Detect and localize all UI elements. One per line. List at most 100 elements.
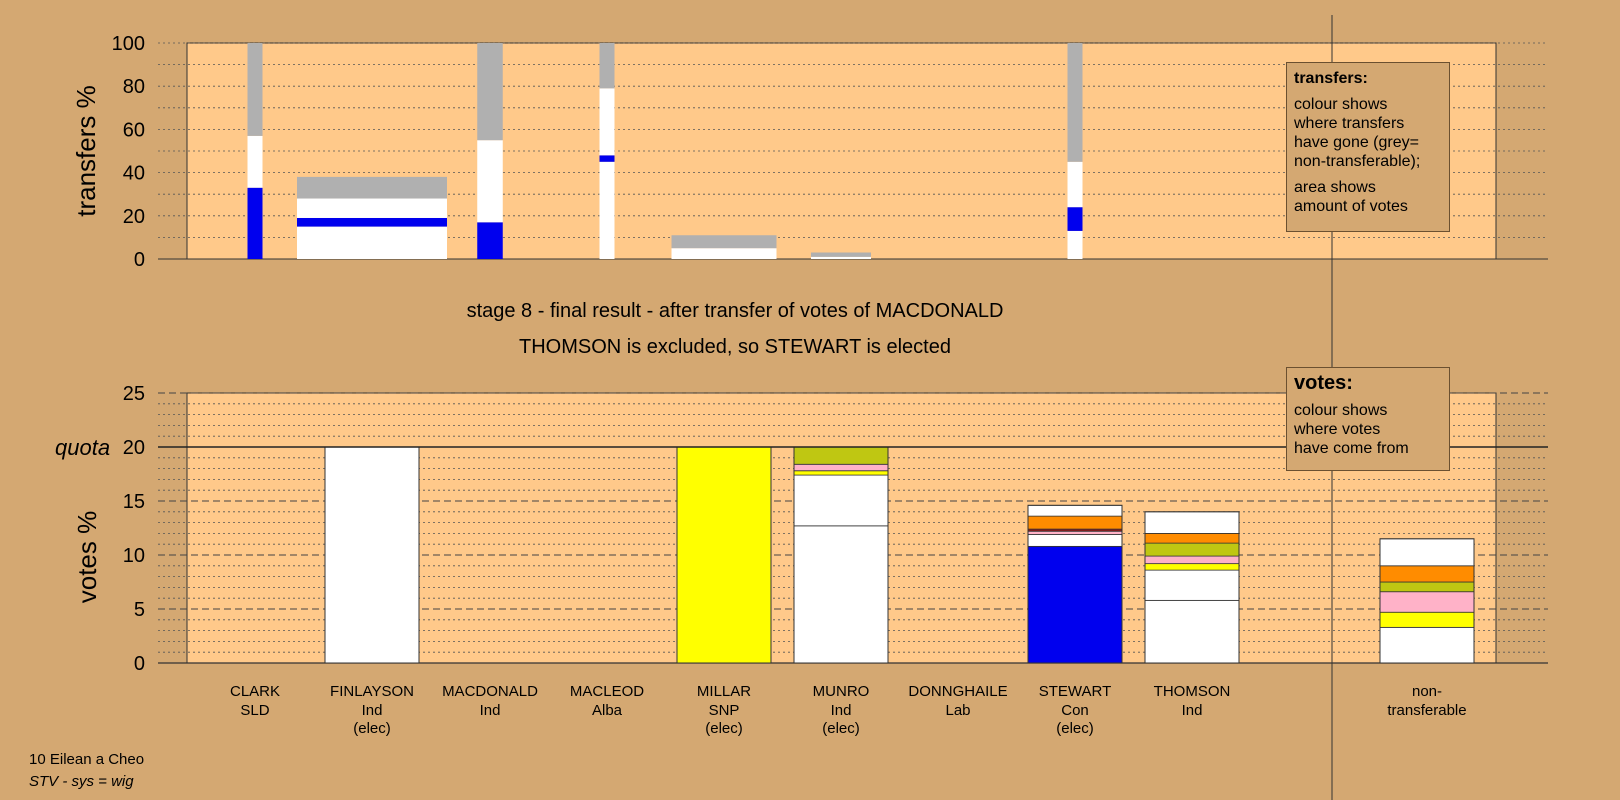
candidate-name: FINLAYSON: [330, 683, 414, 700]
candidate-name: THOMSON: [1154, 683, 1231, 700]
vote-segment-stewart: [1027, 515, 1123, 530]
transfer-segment-macdonald: [477, 140, 503, 223]
candidate-party: Ind: [1182, 702, 1203, 719]
transfer-segment-clark: [247, 187, 263, 259]
votes-legend-line: have come from: [1294, 440, 1409, 457]
transfers-y-tick-label: 60: [123, 119, 145, 141]
vote-segment-non-transferable: [1379, 538, 1475, 567]
transfers-y-axis-label: transfers %: [71, 85, 101, 217]
candidate-party: Ind: [362, 702, 383, 719]
transfer-segment-macdonald: [477, 43, 503, 141]
candidate-name: MUNRO: [813, 683, 870, 700]
vote-segment-munro: [793, 446, 889, 465]
transfer-segment-stewart: [1067, 43, 1083, 162]
vote-segment-finlayson: [324, 446, 420, 664]
candidate-party: transferable: [1387, 702, 1466, 719]
transfer-segment-macleod: [599, 161, 615, 259]
votes-legend-box: votes: colour shows where votes have com…: [1286, 367, 1450, 471]
candidate-party: Lab: [945, 702, 970, 719]
vote-segment-thomson: [1144, 563, 1240, 571]
system-label: STV - sys = wig: [29, 773, 134, 790]
candidate-name: non-: [1412, 683, 1442, 700]
transfer-segment-finlayson: [297, 198, 447, 218]
quota-label: quota: [55, 435, 110, 460]
candidate-name: MILLAR: [697, 683, 751, 700]
transfer-segment-clark: [247, 135, 263, 188]
vote-segment-thomson: [1144, 555, 1240, 565]
transfer-segment-munro: [811, 256, 871, 259]
transfer-segment-macdonald: [477, 222, 503, 259]
transfer-segment-stewart: [1067, 230, 1083, 259]
transfer-segment-macleod: [599, 43, 615, 89]
vote-segment-munro: [793, 470, 889, 476]
transfer-segment-finlayson: [297, 226, 447, 259]
vote-segment-munro: [793, 525, 889, 664]
transfer-segment-munro: [811, 252, 871, 257]
vote-segment-munro: [793, 474, 889, 527]
transfers-legend-line: colour shows: [1294, 96, 1388, 113]
transfers-y-tick-label: 0: [134, 249, 145, 271]
candidate-party: Ind: [831, 702, 852, 719]
transfer-segment-stewart: [1067, 161, 1083, 208]
stage-title: stage 8 - final result - after transfer …: [466, 300, 1004, 322]
vote-segment-thomson: [1144, 511, 1240, 534]
transfer-segment-millar: [671, 235, 777, 249]
transfers-legend-line: where transfers: [1294, 115, 1405, 132]
vote-segment-non-transferable: [1379, 565, 1475, 583]
vote-segment-stewart: [1027, 545, 1123, 664]
votes-y-tick-label: 5: [134, 599, 145, 621]
candidate-party: SLD: [240, 702, 269, 719]
votes-y-tick-label: 0: [134, 653, 145, 675]
candidate-party: Con: [1061, 702, 1089, 719]
votes-y-tick-label: 15: [123, 491, 145, 513]
vote-segment-millar: [676, 446, 772, 664]
transfer-segment-macleod: [599, 155, 615, 162]
candidate-name: MACLEOD: [570, 683, 644, 700]
transfer-segment-millar: [671, 248, 777, 259]
votes-y-tick-label: 20: [123, 437, 145, 459]
vote-segment-munro: [793, 463, 889, 472]
vote-segment-stewart: [1027, 530, 1123, 535]
vote-segment-stewart: [1027, 504, 1123, 517]
vote-segment-stewart: [1027, 534, 1123, 547]
vote-segment-thomson: [1144, 599, 1240, 664]
stage-result: THOMSON is excluded, so STEWART is elect…: [519, 336, 951, 358]
candidate-status: (elec): [705, 720, 743, 737]
vote-segment-thomson: [1144, 533, 1240, 544]
transfers-legend-line: area shows: [1294, 179, 1376, 196]
transfers-y-tick-label: 80: [123, 76, 145, 98]
candidate-name: DONNGHAILE: [908, 683, 1007, 700]
transfers-y-tick-label: 100: [112, 33, 145, 55]
votes-legend-heading: votes:: [1294, 372, 1353, 394]
vote-segment-non-transferable: [1379, 611, 1475, 628]
vote-bar-thomson: [1144, 511, 1240, 664]
vote-bar-non-transferable: [1379, 538, 1475, 664]
votes-legend-line: where votes: [1294, 421, 1381, 438]
transfers-legend-heading: transfers:: [1294, 70, 1368, 87]
candidate-name: MACDONALD: [442, 683, 538, 700]
transfers-legend-line: non-transferable);: [1294, 153, 1421, 170]
vote-segment-non-transferable: [1379, 591, 1475, 613]
vote-segment-thomson: [1144, 542, 1240, 557]
vote-segment-non-transferable: [1379, 581, 1475, 593]
candidate-status: (elec): [1056, 720, 1094, 737]
candidate-name: STEWART: [1039, 683, 1112, 700]
candidate-status: (elec): [822, 720, 860, 737]
vote-segment-non-transferable: [1379, 626, 1475, 664]
transfers-y-tick-label: 20: [123, 206, 145, 228]
candidate-party: Ind: [480, 702, 501, 719]
vote-bar-stewart: [1027, 504, 1123, 664]
candidate-party: SNP: [709, 702, 740, 719]
transfer-segment-clark: [247, 43, 263, 136]
votes-y-tick-label: 25: [123, 383, 145, 405]
transfer-segment-stewart: [1067, 207, 1083, 231]
transfers-legend-line: have gone (grey=: [1294, 134, 1419, 151]
votes-y-axis-label: votes %: [72, 511, 102, 604]
transfer-segment-finlayson: [297, 176, 447, 199]
candidate-party: Alba: [592, 702, 623, 719]
transfers-y-tick-label: 40: [123, 163, 145, 185]
votes-y-tick-label: 10: [123, 545, 145, 567]
votes-legend-line: colour shows: [1294, 402, 1388, 419]
transfers-legend-line: amount of votes: [1294, 198, 1408, 215]
